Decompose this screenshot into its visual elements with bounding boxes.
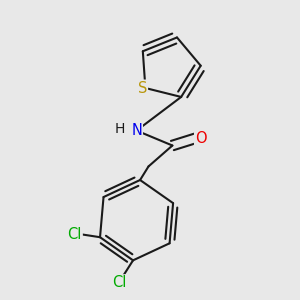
Text: N: N (131, 123, 142, 138)
Text: Cl: Cl (112, 275, 127, 290)
Text: Cl: Cl (68, 227, 82, 242)
Text: H: H (115, 122, 125, 136)
Text: O: O (195, 130, 207, 146)
Text: S: S (138, 80, 147, 95)
